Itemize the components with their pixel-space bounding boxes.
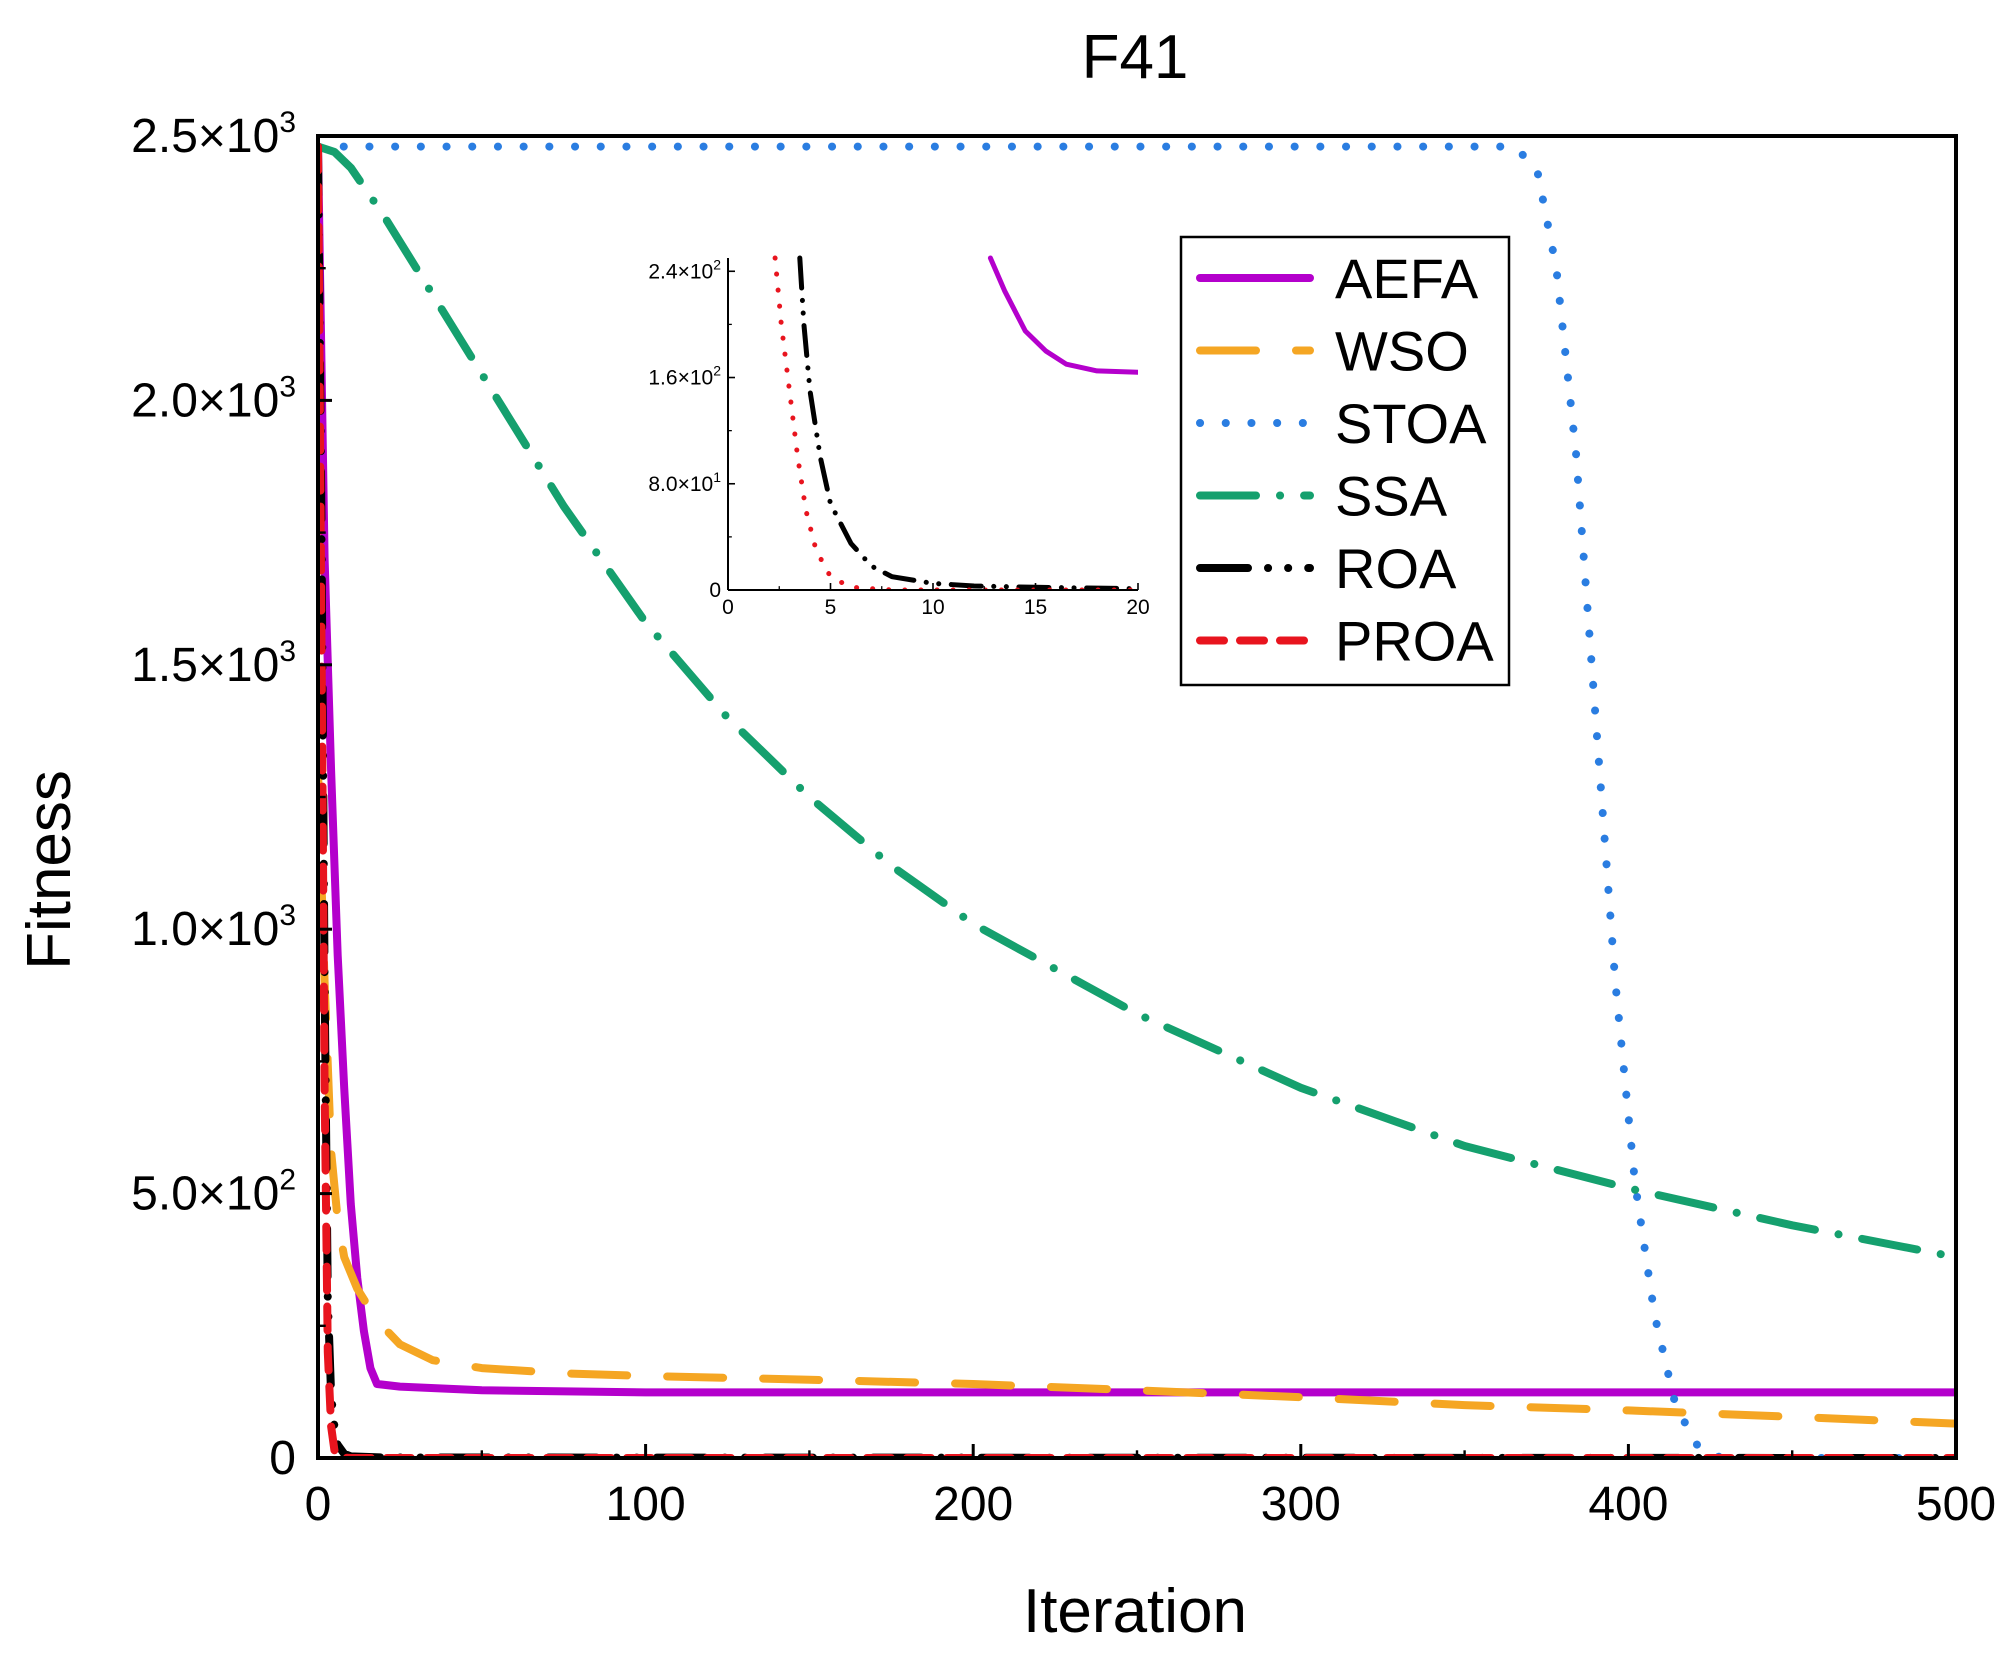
legend-label-ssa: SSA xyxy=(1335,465,1448,528)
inset-y-tick-label: 1.6×102 xyxy=(648,363,721,390)
series-wso xyxy=(318,766,1956,1428)
series-aefa xyxy=(318,142,1956,1397)
legend-items: AEFA WSO STOA SSA ROA PROA xyxy=(1196,247,1494,673)
series-proa xyxy=(318,142,1956,1458)
x-tick-label: 200 xyxy=(933,1478,1013,1531)
y-tick-label: 5.0×102 xyxy=(131,1164,296,1221)
series-stoa xyxy=(318,142,1956,1458)
y-axis-label: Fitness xyxy=(15,770,84,970)
inset-y-tick-label: 2.4×102 xyxy=(648,256,721,283)
series-ssa xyxy=(318,142,1956,1262)
inset-series-aefa xyxy=(987,255,1138,375)
inset-y-tick-label: 0 xyxy=(709,579,721,602)
legend-label-stoa: STOA xyxy=(1335,392,1487,455)
legend: AEFA WSO STOA SSA ROA PROA xyxy=(1179,235,1511,687)
inset-x-tick-label: 10 xyxy=(921,596,944,619)
x-tick-label: 500 xyxy=(1916,1478,1996,1531)
inset-ticks-group: 0 5 10 15 20 0 8.0×101 1.6×102 2.4×102 xyxy=(648,256,1149,619)
inset-series-group xyxy=(772,255,1138,590)
main-ticks-group: 0 100 200 300 400 50005.0×1021.0×1031.5×1032.… xyxy=(131,106,1996,1531)
series-roa xyxy=(318,142,1956,1458)
legend-label-proa: PROA xyxy=(1335,610,1494,673)
y-tick-label: 1.0×103 xyxy=(131,899,296,956)
inset-series-roa xyxy=(797,255,1138,590)
inset-x-tick-label: 15 xyxy=(1024,596,1047,619)
y-tick-label: 2.0×103 xyxy=(131,370,296,427)
legend-label-roa: ROA xyxy=(1335,537,1457,600)
inset-x-tick-label: 5 xyxy=(825,596,837,619)
plot-frame xyxy=(316,134,1958,1460)
y-tick-label: 2.5×103 xyxy=(131,106,296,163)
x-tick-label: 400 xyxy=(1588,1478,1668,1531)
inset-x-tick-label: 20 xyxy=(1126,596,1149,619)
inset-x-tick-label: 0 xyxy=(722,596,734,619)
legend-label-aefa: AEFA xyxy=(1335,247,1479,310)
y-tick-label: 1.5×103 xyxy=(131,635,296,692)
x-axis-label: Iteration xyxy=(1023,1577,1247,1646)
inset-plot: 0 5 10 15 20 0 8.0×101 1.6×102 2.4×102 xyxy=(648,255,1150,619)
main-series-group xyxy=(318,142,1956,1458)
x-tick-label: 100 xyxy=(606,1478,686,1531)
inset-series-proa xyxy=(772,255,1138,590)
chart-title: F41 xyxy=(1082,23,1189,92)
x-tick-label: 0 xyxy=(305,1478,332,1531)
legend-label-wso: WSO xyxy=(1335,320,1469,383)
x-tick-label: 300 xyxy=(1261,1478,1341,1531)
legend-box xyxy=(1179,235,1511,687)
inset-y-tick-label: 8.0×101 xyxy=(648,469,721,496)
y-tick-label: 0 xyxy=(269,1432,296,1485)
